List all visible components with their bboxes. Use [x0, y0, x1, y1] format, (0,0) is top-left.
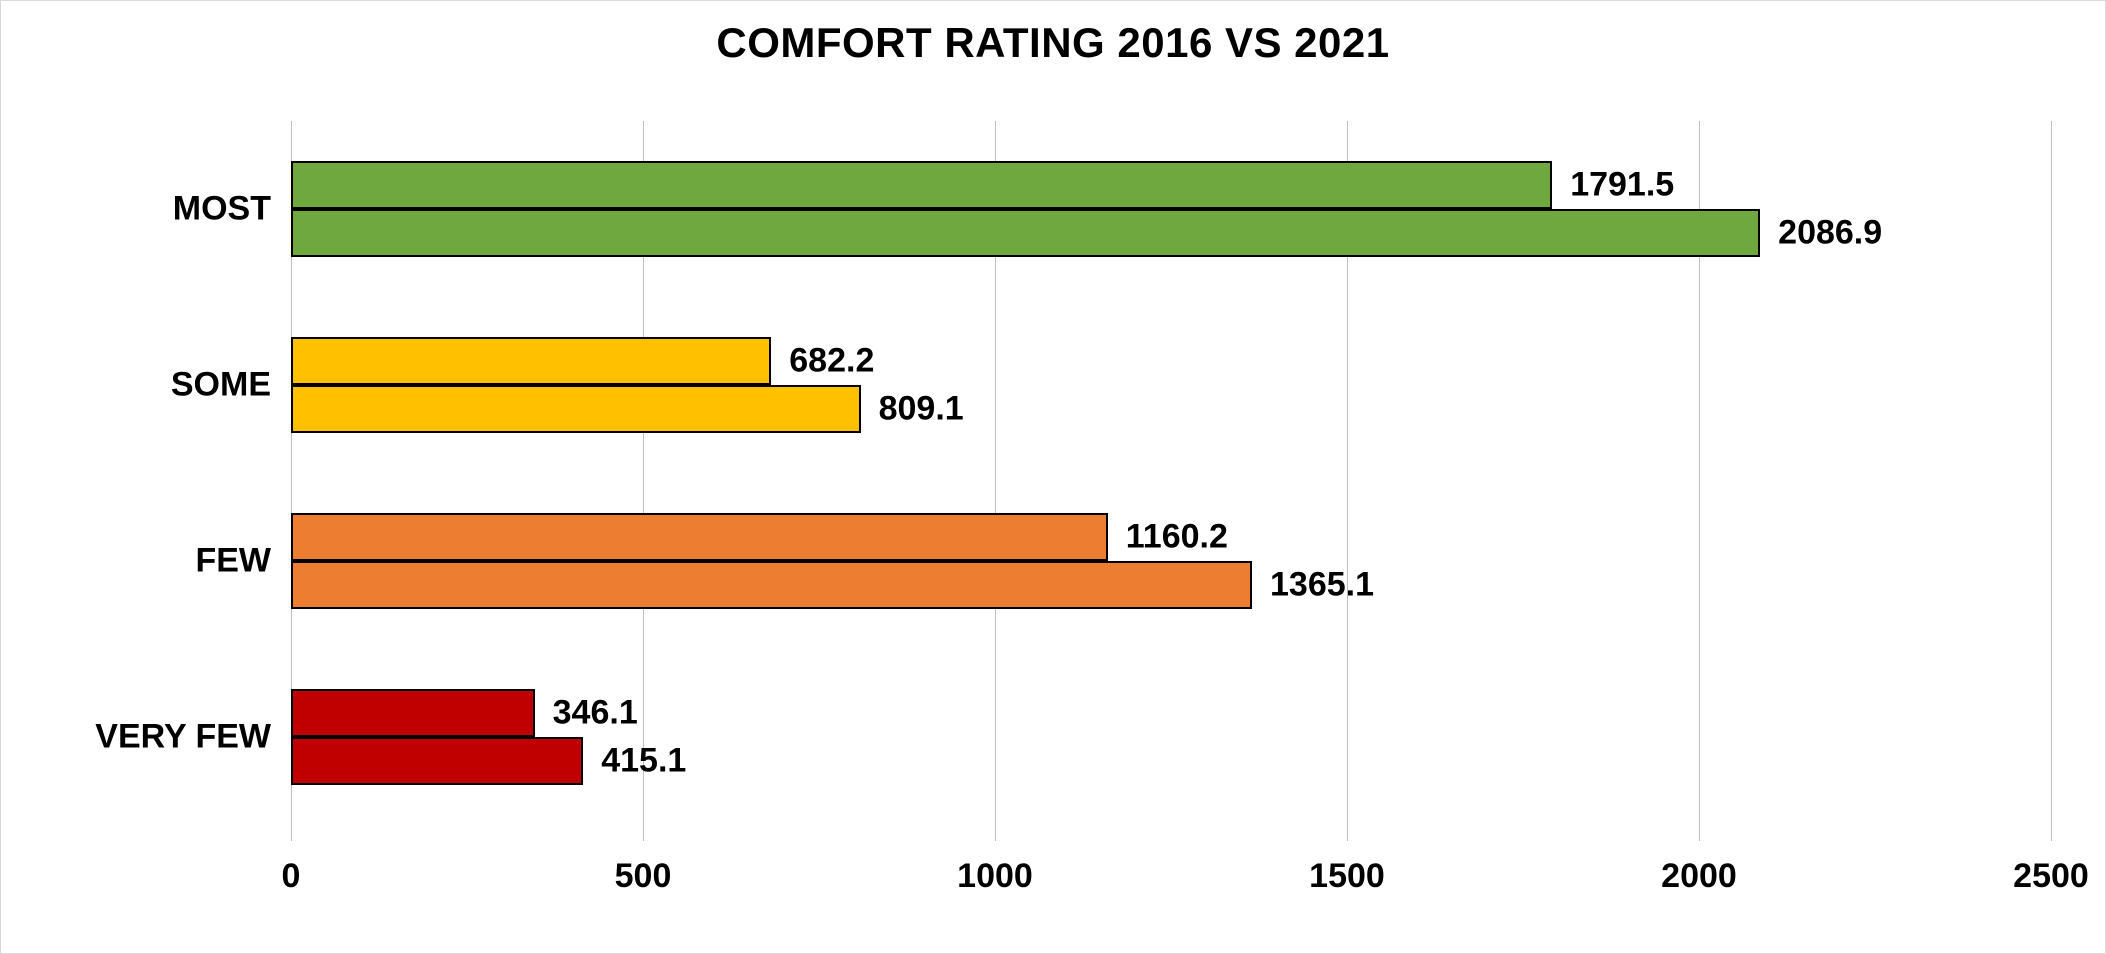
x-tick-label: 500	[615, 857, 672, 896]
bar-data-label: 809.1	[879, 390, 964, 429]
x-tick-label: 0	[282, 857, 301, 896]
bar	[291, 561, 1252, 609]
x-tick-label: 2000	[1661, 857, 1737, 896]
bar-data-label: 1791.5	[1570, 166, 1674, 205]
y-category-label: VERY FEW	[95, 718, 271, 757]
bar	[291, 513, 1108, 561]
x-tick-label: 2500	[2013, 857, 2089, 896]
chart-title: COMFORT RATING 2016 VS 2021	[1, 19, 2105, 67]
chart-frame: COMFORT RATING 2016 VS 2021 0 500 1000 1500…	[0, 0, 2106, 954]
y-category-label: FEW	[195, 542, 271, 581]
plot-area: 05001000150020002500MOST1791.52086.9SOME…	[291, 121, 2051, 841]
bar-data-label: 415.1	[601, 742, 686, 781]
bar	[291, 385, 861, 433]
x-tick-label: 1500	[1309, 857, 1385, 896]
bar	[291, 337, 771, 385]
bar	[291, 689, 535, 737]
x-tick-label: 1000	[957, 857, 1033, 896]
bar	[291, 161, 1552, 209]
y-category-label: MOST	[173, 190, 271, 229]
bar	[291, 209, 1760, 257]
bar-data-label: 1365.1	[1270, 566, 1374, 605]
bar-data-label: 2086.9	[1778, 214, 1882, 253]
bar-data-label: 682.2	[789, 342, 874, 381]
bar-data-label: 1160.2	[1126, 518, 1228, 557]
y-category-label: SOME	[171, 366, 271, 405]
gridline	[2051, 121, 2052, 841]
bar	[291, 737, 583, 785]
bar-data-label: 346.1	[553, 694, 638, 733]
